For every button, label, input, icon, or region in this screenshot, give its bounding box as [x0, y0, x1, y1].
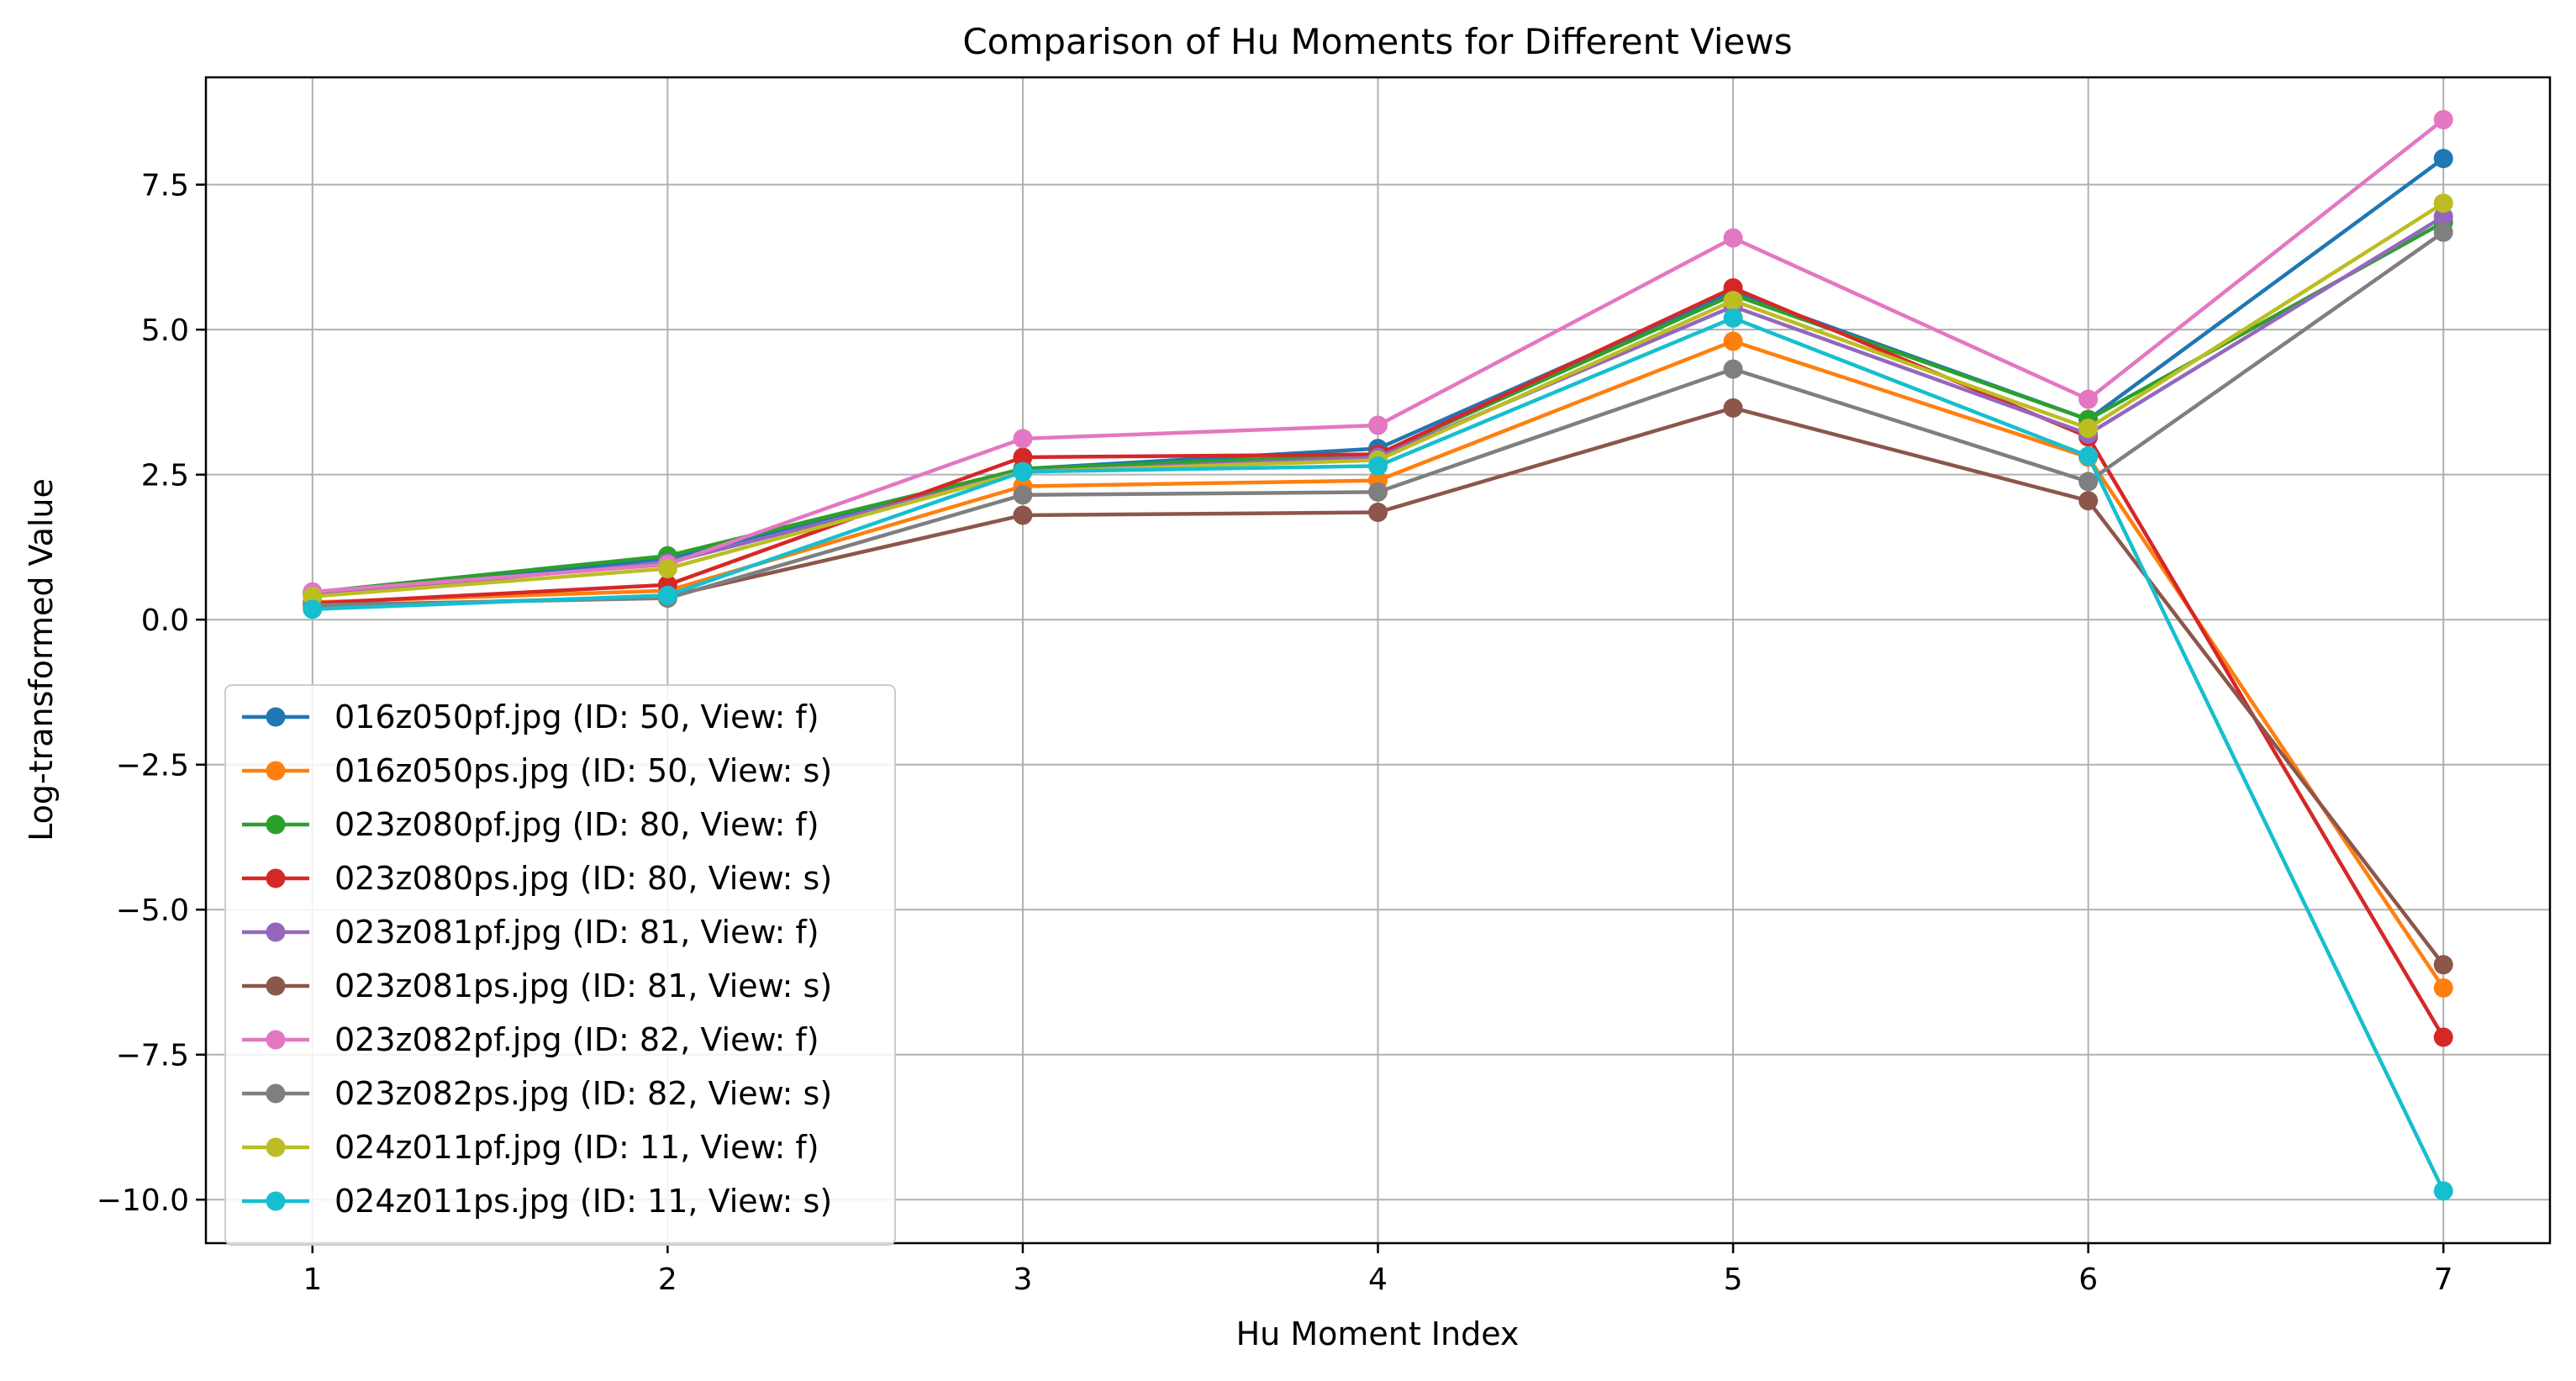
series-group — [303, 308, 2453, 1201]
data-point — [1368, 482, 1388, 502]
legend-item: 024z011ps.jpg (ID: 11, View: s) — [242, 1183, 832, 1220]
y-tick-label: 7.5 — [141, 169, 189, 203]
data-point — [2078, 446, 2099, 466]
x-tick-label: 2 — [658, 1262, 677, 1297]
legend-label: 023z082ps.jpg (ID: 82, View: s) — [335, 1075, 832, 1112]
legend-marker — [266, 976, 286, 996]
data-point — [1368, 456, 1388, 476]
legend-label: 016z050pf.jpg (ID: 50, View: f) — [335, 698, 819, 735]
legend-item: 023z080ps.jpg (ID: 80, View: s) — [242, 860, 832, 897]
x-tick-label: 6 — [2078, 1262, 2098, 1297]
data-point — [2433, 193, 2453, 213]
data-point — [2078, 389, 2099, 409]
y-tick-label: 2.5 — [141, 459, 189, 493]
legend-item: 016z050pf.jpg (ID: 50, View: f) — [242, 698, 819, 735]
legend-label: 024z011ps.jpg (ID: 11, View: s) — [335, 1183, 832, 1220]
axis-ticks: 1 2 3 4 5 6 7 −10.0 −7.5 −5.0 −2.5 0.0 2.5 5.0 7.5 — [97, 169, 2453, 1297]
data-point — [1013, 461, 1033, 482]
data-point — [1013, 485, 1033, 505]
data-point — [2433, 978, 2453, 998]
y-axis-label: Log-transformed Value — [23, 478, 60, 841]
legend-item: 023z082ps.jpg (ID: 82, View: s) — [242, 1075, 832, 1112]
chart-title: Comparison of Hu Moments for Different V… — [962, 21, 1792, 62]
data-point — [1013, 505, 1033, 525]
data-point — [1723, 291, 1743, 311]
data-point — [657, 585, 677, 605]
legend-item: 023z081ps.jpg (ID: 81, View: s) — [242, 967, 832, 1004]
legend-label: 023z080pf.jpg (ID: 80, View: f) — [335, 806, 819, 843]
y-tick-label: −5.0 — [116, 893, 189, 928]
legend: 016z050pf.jpg (ID: 50, View: f) 016z050ps… — [224, 684, 896, 1246]
legend-label: 016z050ps.jpg (ID: 50, View: s) — [335, 752, 832, 789]
data-point — [1723, 398, 1743, 418]
legend-marker — [266, 1137, 286, 1157]
legend-marker — [266, 922, 286, 942]
data-point — [2078, 491, 2099, 511]
y-tick-label: 5.0 — [141, 314, 189, 348]
data-point — [1723, 331, 1743, 351]
data-point — [1368, 503, 1388, 523]
legend-label: 023z082pf.jpg (ID: 82, View: f) — [335, 1021, 819, 1058]
legend-label: 024z011pf.jpg (ID: 11, View: f) — [335, 1129, 819, 1166]
legend-item: 024z011pf.jpg (ID: 11, View: f) — [242, 1129, 819, 1166]
data-point — [2433, 1181, 2453, 1201]
series-lines — [303, 109, 2453, 1201]
data-point — [2433, 222, 2453, 242]
data-point — [1013, 447, 1033, 467]
data-point — [2078, 418, 2099, 438]
data-point — [1013, 429, 1033, 449]
data-point — [2433, 1027, 2453, 1047]
legend-item: 023z080pf.jpg (ID: 80, View: f) — [242, 806, 819, 843]
y-tick-label: −10.0 — [97, 1183, 189, 1218]
data-point — [2433, 955, 2453, 975]
data-point — [2433, 207, 2453, 227]
y-tick-label: 0.0 — [141, 604, 189, 638]
y-tick-label: −2.5 — [116, 749, 189, 783]
legend-marker — [266, 761, 286, 781]
legend-label: 023z080ps.jpg (ID: 80, View: s) — [335, 860, 832, 897]
legend-marker — [266, 1030, 286, 1050]
legend-marker — [266, 814, 286, 835]
y-tick-label: −7.5 — [116, 1039, 189, 1073]
x-tick-label: 1 — [303, 1262, 322, 1297]
x-tick-label: 5 — [1724, 1262, 1743, 1297]
legend-item: 023z081pf.jpg (ID: 81, View: f) — [242, 914, 819, 951]
legend-label: 023z081ps.jpg (ID: 81, View: s) — [335, 967, 832, 1004]
legend-item: 016z050ps.jpg (ID: 50, View: s) — [242, 752, 832, 789]
x-axis-label: Hu Moment Index — [1236, 1315, 1520, 1352]
legend-box — [224, 684, 896, 1246]
data-point — [1723, 228, 1743, 248]
x-tick-label: 3 — [1013, 1262, 1032, 1297]
data-point — [657, 558, 677, 578]
x-tick-label: 4 — [1368, 1262, 1388, 1297]
legend-item: 023z082pf.jpg (ID: 82, View: f) — [242, 1021, 819, 1058]
legend-label: 023z081pf.jpg (ID: 81, View: f) — [335, 914, 819, 951]
legend-marker — [266, 868, 286, 888]
data-point — [2078, 472, 2099, 492]
legend-marker — [266, 1191, 286, 1211]
data-point — [1723, 359, 1743, 379]
data-point — [1723, 308, 1743, 328]
legend-marker — [266, 1083, 286, 1104]
data-point — [303, 599, 323, 619]
data-point — [2433, 109, 2453, 129]
legend-marker — [266, 707, 286, 727]
data-point — [2433, 149, 2453, 169]
x-tick-label: 7 — [2434, 1262, 2453, 1297]
data-point — [1368, 415, 1388, 435]
